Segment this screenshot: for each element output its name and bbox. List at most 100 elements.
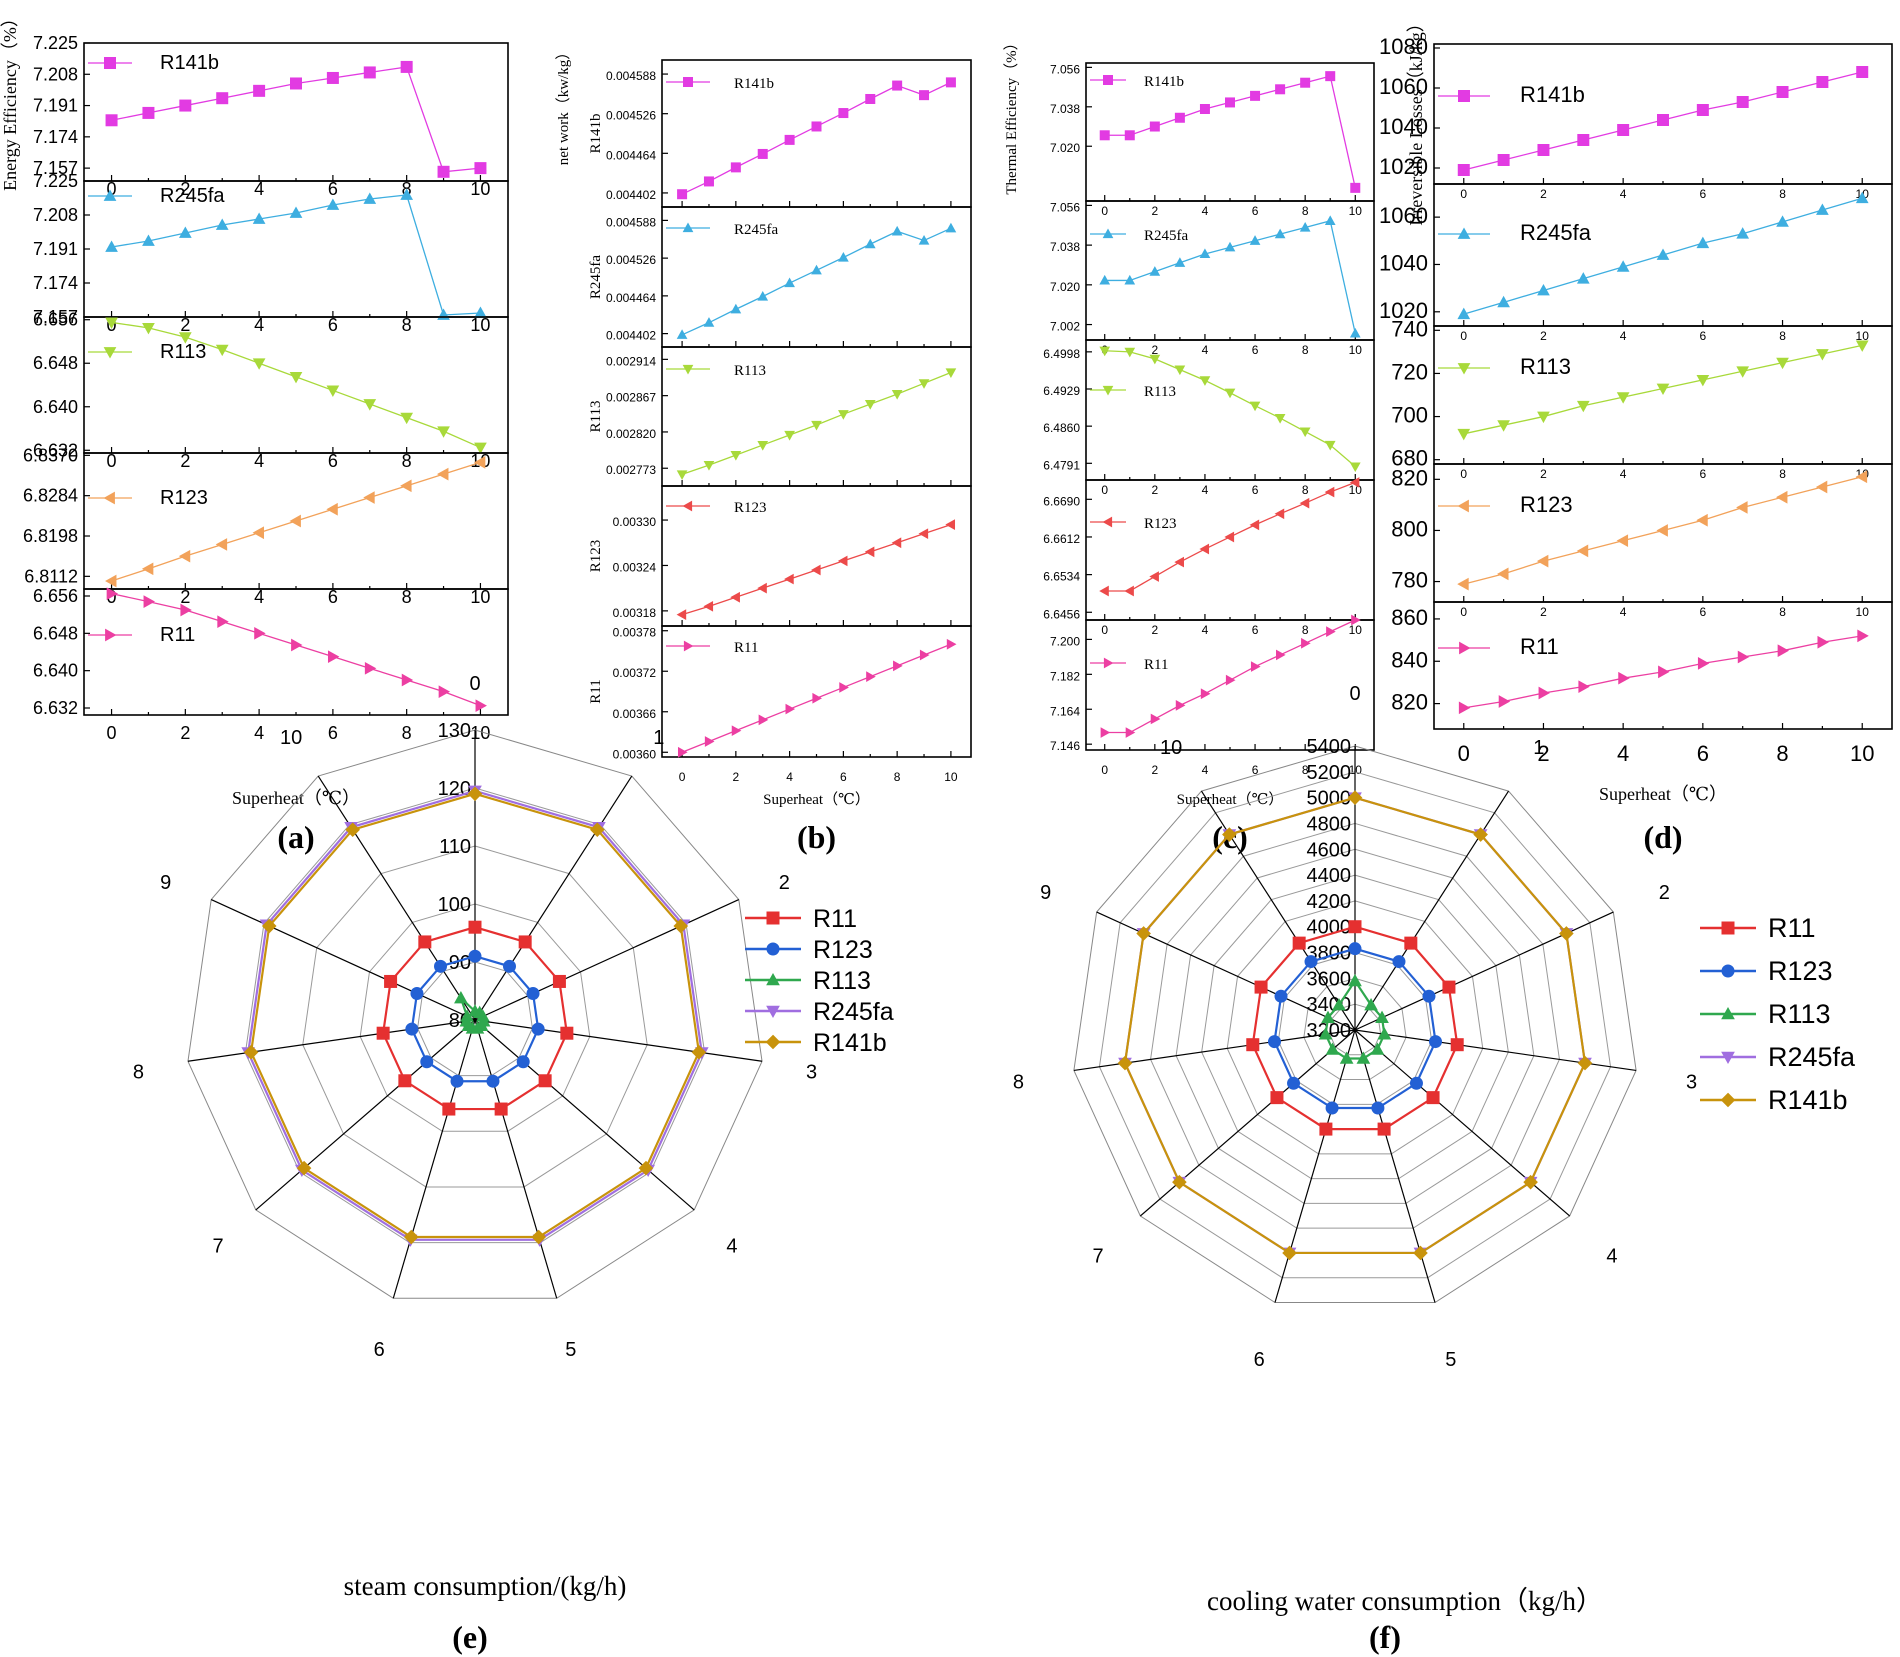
data-point-r113 [703,461,715,471]
radial-tick-label: 130 [438,720,471,742]
data-point-r11 [1270,1091,1284,1105]
chart-title: cooling water consumption（kg/h） [1207,1586,1603,1616]
data-point-r113 [142,322,155,335]
data-point-r141b [945,77,956,88]
data-point-r123 [1656,524,1668,537]
y-tick-label: 6.4929 [1043,384,1080,398]
data-point-r11 [1538,686,1550,700]
category-label: 6 [374,1339,385,1361]
legend-marker [766,972,780,986]
y-axis-title: Thermal Efficiency（%） [1003,35,1020,194]
legend-label: R113 [734,363,766,379]
x-tick-label: 8 [1779,467,1786,481]
x-tick-label: 2 [1151,204,1158,218]
x-tick-label: 2 [1151,623,1158,637]
data-point-r113 [1537,411,1550,424]
data-point-r11 [704,736,715,747]
category-label: 3 [1686,1071,1697,1093]
legend-marker [1457,363,1471,375]
x-tick-label: 8 [1779,605,1786,619]
category-label: 2 [1659,882,1670,904]
x-tick-label: 10 [1850,741,1874,766]
y-tick-label: 7.038 [1050,102,1080,116]
y-tick-label: 7.164 [1050,704,1080,718]
data-point-r245fa [1249,235,1261,245]
data-point-r245fa [891,225,903,236]
panel-label: (b) [797,819,836,855]
radial-tick-label: 3200 [1307,1020,1352,1042]
y-tick-label: 7.056 [1050,62,1080,76]
radar-grid-ring [187,729,763,1299]
x-tick-label: 4 [1620,605,1627,619]
data-point-r245fa [1457,307,1471,320]
category-label: 8 [1013,1071,1024,1093]
data-point-r141b [1856,66,1869,78]
data-point-r245fa [105,240,118,252]
x-tick-label: 8 [1302,343,1309,357]
y-tick-label: 6.6690 [1043,494,1080,508]
data-point-r11 [1817,635,1829,649]
y-tick-label: 0.00372 [613,666,657,680]
data-point-r11 [1292,936,1306,950]
data-point-r113 [1377,1027,1392,1040]
data-point-r123 [450,1074,464,1088]
data-point-r11 [376,1026,390,1040]
data-point-r113 [1364,997,1378,1011]
radar-spoke [255,1019,476,1211]
y-tick-label: 6.8112 [24,566,78,586]
data-point-r113 [1497,420,1510,432]
data-point-r245fa [1736,227,1750,239]
data-point-r11 [1100,727,1111,738]
data-point-r141b [1124,130,1135,141]
x-tick-label: 8 [1302,483,1309,497]
legend-marker [682,500,693,512]
data-point-r123 [1224,531,1235,543]
x-tick-label: 10 [1856,605,1870,619]
radar-spoke [474,898,740,1021]
x-tick-label: 6 [328,315,338,335]
x-tick-label: 6 [1697,741,1709,766]
data-point-r113 [918,379,930,389]
x-tick-label: 10 [470,315,490,335]
radial-tick-label: 5200 [1307,762,1352,784]
y-tick-label: 0.00324 [613,560,657,574]
subplot-frame [1085,339,1375,481]
data-point-r113 [1318,1027,1333,1040]
data-point-r113 [757,440,769,451]
x-tick-label: 4 [1202,623,1209,637]
data-point-r113 [1375,1010,1389,1023]
data-point-r123 [1268,1035,1282,1049]
data-point-r245fa [1174,257,1186,267]
y-tick-label: 0.004464 [606,291,656,305]
x-tick-label: 10 [1349,343,1363,357]
data-point-r141b [811,121,822,132]
radar-spoke [210,898,476,1021]
y-axis-title: net work（kw/kg） [555,45,572,165]
data-point-r245fa [1199,248,1211,259]
legend-label: R113 [1520,354,1571,379]
series-axis-label: R141b [588,113,604,153]
data-point-r11 [468,920,482,934]
x-tick-label: 4 [1620,467,1627,481]
y-tick-label: 1020 [1379,154,1428,179]
y-tick-label: 1060 [1379,203,1428,228]
data-point-r113 [1356,1051,1371,1064]
radial-tick-label: 4600 [1307,839,1352,861]
legend-label: R11 [160,624,195,646]
legend-label: R113 [160,341,206,363]
y-tick-label: 7.191 [33,96,78,116]
y-tick-label: 0.00378 [613,626,657,640]
radial-tick-label: 100 [438,894,471,916]
x-tick-label: 6 [328,723,338,743]
y-tick-label: 1060 [1379,74,1428,99]
x-tick-label: 2 [180,723,190,743]
data-point-r141b [865,93,876,104]
data-point-r113 [1349,462,1361,473]
x-tick-label: 6 [1252,763,1259,777]
subplot-b-r245fa: 0.004588 0.004526 0.004464 0.004402 R245fa R2… [588,206,972,348]
x-tick-label: 8 [1779,329,1786,343]
data-point-r141b [105,114,118,127]
data-point-r245fa [1776,215,1789,227]
category-label: 4 [726,1236,737,1258]
